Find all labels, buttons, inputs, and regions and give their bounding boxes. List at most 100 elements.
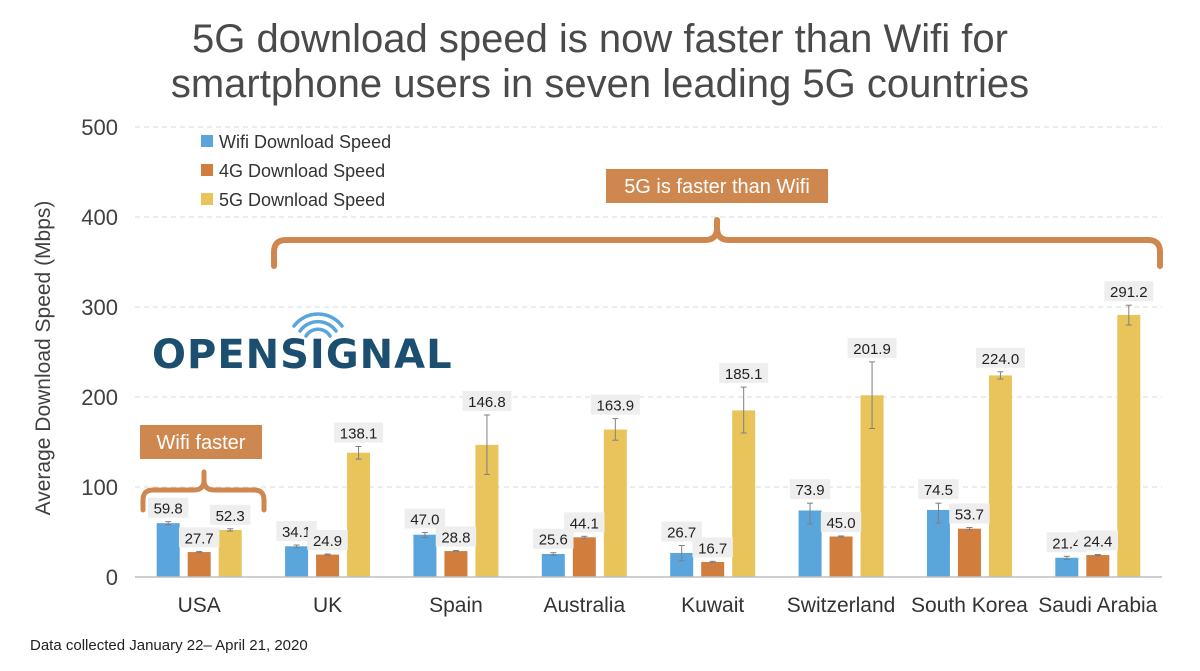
data-label-4g-6: 53.7 (949, 503, 990, 524)
bar-4g-7 (1086, 555, 1110, 577)
svg-text:291.2: 291.2 (1110, 284, 1148, 301)
svg-text:21.4: 21.4 (1052, 535, 1081, 552)
data-label-5g-4: 185.1 (719, 363, 769, 384)
category-label-4: Kuwait (681, 594, 744, 617)
svg-text:146.8: 146.8 (468, 394, 506, 411)
legend-label-4g: 4G Download Speed (219, 161, 385, 181)
callout-wifi-faster-box (140, 425, 262, 459)
data-label-wifi-7: 21.4 (1046, 532, 1088, 553)
data-label-wifi-6: 74.5 (918, 479, 959, 500)
bar-4g-0 (187, 552, 211, 577)
data-label-5g-0: 52.3 (209, 504, 251, 525)
error-bar-wifi-1 (293, 544, 300, 549)
error-bar-5g-7 (1125, 304, 1132, 326)
bars (156, 314, 1141, 577)
callout-wifi-faster: Wifi faster (140, 425, 267, 513)
chart-title-line-2: smartphone users in seven leading 5G cou… (171, 62, 1029, 106)
y-tick-labels: 0 100 200 300 400 500 (81, 115, 118, 590)
category-label-6: South Korea (911, 594, 1028, 617)
y-tick-label-500: 500 (81, 115, 118, 140)
data-label-wifi-0: 59.8 (147, 497, 189, 518)
svg-text:53.7: 53.7 (955, 507, 984, 524)
bar-wifi-6 (926, 509, 950, 577)
wifi-signal-icon (292, 312, 344, 338)
bar-wifi-3 (541, 553, 565, 577)
svg-text:44.1: 44.1 (570, 515, 599, 532)
bar-wifi-5 (798, 510, 822, 577)
error-bar-4g-7 (1094, 554, 1101, 557)
data-label-wifi-3: 25.6 (533, 528, 574, 549)
data-label-4g-0: 27.7 (178, 527, 220, 548)
svg-text:163.9: 163.9 (597, 398, 635, 415)
chart-title-line-1: 5G download speed is now faster than Wif… (192, 17, 1008, 61)
legend-label-5g: 5G Download Speed (219, 190, 385, 210)
category-label-1: UK (313, 594, 342, 617)
legend-swatch-5g (201, 193, 213, 205)
legend-swatch-wifi (201, 135, 213, 147)
data-label-4g-1: 24.9 (307, 530, 348, 551)
bar-5g-2 (475, 444, 499, 577)
svg-text:26.7: 26.7 (667, 525, 696, 542)
callout-5g-faster: 5G is faster than Wifi (271, 169, 1163, 269)
data-label-4g-3: 44.1 (564, 512, 605, 533)
bar-wifi-1 (285, 546, 309, 577)
svg-text:73.9: 73.9 (795, 482, 824, 499)
data-label-5g-3: 163.9 (590, 394, 640, 415)
callout-5g-faster-bracket (271, 217, 1163, 269)
bar-5g-6 (988, 375, 1012, 577)
y-tick-label-300: 300 (81, 295, 118, 320)
error-bar-4g-1 (324, 553, 331, 556)
category-label-2: Spain (429, 594, 483, 617)
footer-note: Data collected January 22– April 21, 202… (30, 637, 308, 654)
svg-text:28.8: 28.8 (441, 530, 470, 547)
error-bar-wifi-5 (807, 502, 814, 525)
bar-wifi-2 (413, 534, 437, 577)
svg-text:185.1: 185.1 (725, 366, 763, 383)
callout-5g-faster-text: 5G is faster than Wifi (624, 176, 810, 198)
error-bar-wifi-7 (1063, 555, 1070, 560)
error-bar-5g-6 (997, 371, 1004, 380)
error-bars (165, 304, 1132, 564)
data-label-wifi-2: 47.0 (404, 508, 446, 529)
legend-label-wifi: Wifi Download Speed (219, 132, 391, 152)
bar-4g-5 (829, 536, 853, 577)
svg-text:27.7: 27.7 (185, 530, 214, 547)
error-bar-5g-5 (869, 361, 876, 429)
bar-wifi-7 (1055, 557, 1079, 577)
bar-4g-3 (572, 537, 596, 577)
category-label-5: Switzerland (787, 594, 896, 617)
error-bar-4g-0 (196, 550, 203, 554)
y-axis-label: Average Download Speed (Mbps) (32, 201, 55, 516)
svg-text:16.7: 16.7 (698, 540, 727, 557)
error-bar-4g-5 (838, 535, 845, 538)
svg-text:59.8: 59.8 (154, 501, 183, 518)
svg-text:224.0: 224.0 (982, 351, 1020, 368)
svg-text:52.3: 52.3 (216, 508, 245, 525)
svg-text:24.9: 24.9 (313, 533, 342, 550)
bar-5g-4 (732, 410, 756, 577)
error-bar-wifi-0 (165, 521, 172, 526)
error-bar-5g-4 (740, 386, 747, 434)
data-label-wifi-4: 26.7 (661, 521, 702, 542)
svg-text:47.0: 47.0 (410, 511, 439, 528)
category-label-7: Saudi Arabia (1038, 594, 1157, 617)
callout-wifi-faster-bracket (140, 469, 267, 513)
data-label-5g-1: 138.1 (334, 422, 384, 443)
data-label-5g-5: 201.9 (847, 337, 897, 358)
bar-5g-7 (1117, 314, 1141, 577)
data-label-wifi-1: 34.1 (276, 521, 317, 542)
y-tick-label-400: 400 (81, 205, 118, 230)
error-bar-4g-6 (966, 527, 973, 531)
svg-text:201.9: 201.9 (853, 341, 891, 358)
bar-5g-3 (603, 429, 627, 577)
data-label-5g-6: 224.0 (975, 347, 1025, 368)
error-bar-4g-2 (452, 550, 459, 553)
y-tick-label-100: 100 (81, 475, 118, 500)
error-bar-5g-1 (355, 446, 362, 460)
bar-5g-0 (218, 529, 242, 577)
error-bar-5g-2 (483, 414, 490, 475)
data-label-4g-7: 24.4 (1077, 530, 1119, 551)
legend-swatch-4g (201, 164, 213, 176)
bar-5g-1 (347, 452, 371, 577)
